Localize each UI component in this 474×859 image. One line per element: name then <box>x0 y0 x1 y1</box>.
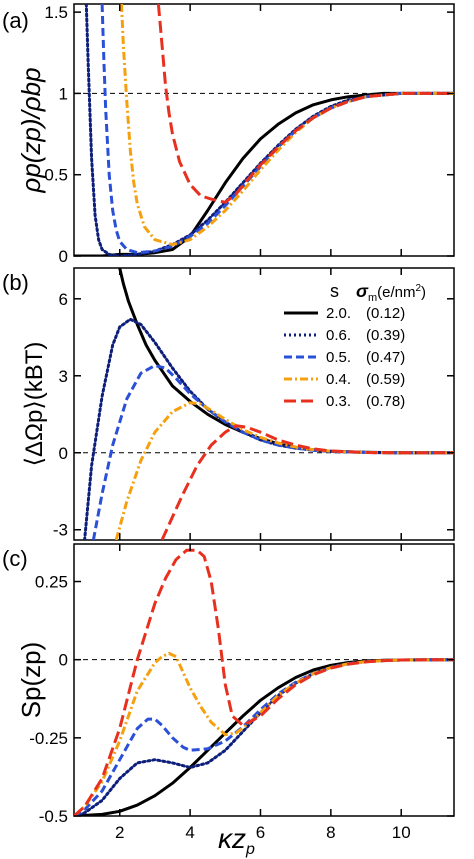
legend-s-1: 0.6. <box>326 327 351 344</box>
series-line-a-4 <box>156 4 454 204</box>
series-group-a <box>74 4 454 256</box>
legend-s-2: 0.5. <box>326 349 351 366</box>
legend-header-sigma: σm(e/nm2) <box>356 281 426 304</box>
ytick-label-b-1: 0 <box>59 444 68 463</box>
series-group-b <box>83 268 454 540</box>
xtick-label-4: 10 <box>392 823 411 842</box>
panel-b: -3 0 3 6 (b) ⟨ΔΩp⟩(kBT) <box>2 267 455 541</box>
legend-sigma-3: (0.59) <box>366 371 405 388</box>
xtick-label-0: 2 <box>115 823 124 842</box>
legend-header-s: s <box>330 281 339 301</box>
panel-label-c: (c) <box>2 546 28 571</box>
ylabel-a: ρp(zp)/ρbp <box>16 67 46 193</box>
xticks-c: 2 4 6 8 10 <box>115 544 411 842</box>
legend-sigma-close: ) <box>421 284 426 301</box>
ytick-label-a-1: 0.5 <box>44 166 68 185</box>
xticks-b <box>118 268 402 540</box>
legend-s-0: 2.0. <box>326 305 351 322</box>
ytick-label-c-0: -0.5 <box>39 807 68 826</box>
series-line-a-0 <box>74 91 454 256</box>
ytick-label-c-2: 0 <box>59 651 68 670</box>
series-line-c-2 <box>74 658 454 816</box>
ytick-label-a-2: 1 <box>59 84 68 103</box>
legend-sigma-0: (0.12) <box>366 305 405 322</box>
series-line-c-4 <box>74 548 454 816</box>
ytick-label-c-3: 0.25 <box>35 573 68 592</box>
panel-c: -0.5 -0.25 0 0.25 2 4 6 8 10 (c) Sp(zp) <box>2 543 455 842</box>
ytick-label-a-3: 1.5 <box>44 3 68 22</box>
x-axis-label-main: κz <box>218 823 246 854</box>
legend-sigma-sub: m <box>368 292 377 304</box>
legend-sigma-sup: 2 <box>415 283 421 294</box>
series-line-a-2 <box>100 4 454 255</box>
yticks-c: -0.5 -0.25 0 0.25 <box>29 573 454 826</box>
yticks-b: -3 0 3 6 <box>53 290 454 540</box>
panel-a: 0 0.5 1 1.5 (a) ρp(zp)/ρbp <box>2 3 455 266</box>
legend-sigma-4: (0.78) <box>366 393 405 410</box>
xticks-a <box>118 4 402 256</box>
ytick-label-b-0: -3 <box>53 521 68 540</box>
series-line-b-3 <box>114 401 454 540</box>
legend-sigma-2: (0.47) <box>366 349 405 366</box>
legend-s-3: 0.4. <box>326 371 351 388</box>
series-line-b-4 <box>160 424 454 540</box>
panel-label-b: (b) <box>2 270 29 295</box>
ytick-label-b-3: 6 <box>59 290 68 309</box>
legend-s-4: 0.3. <box>326 393 351 410</box>
series-line-c-3 <box>74 651 454 816</box>
series-group-c <box>74 548 454 816</box>
plot-frame-a <box>73 3 455 257</box>
legend: s σm(e/nm2) 2.0. (0.12) 0.6. (0.39) 0.5. (0.4… <box>284 281 426 410</box>
xtick-label-1: 4 <box>185 823 194 842</box>
panel-label-a: (a) <box>2 8 29 33</box>
xtick-label-2: 6 <box>256 823 265 842</box>
legend-sigma-unit: (e/nm <box>377 284 415 301</box>
yticks-a: 0 0.5 1 1.5 <box>44 3 454 266</box>
legend-entries: 2.0. (0.12) 0.6. (0.39) 0.5. (0.47) 0.4. (0.59)… <box>284 305 405 410</box>
ytick-label-b-2: 3 <box>59 367 68 386</box>
x-axis-label-sub: p <box>245 841 255 858</box>
plot-frame-c <box>73 543 455 817</box>
plot-frame-b <box>73 267 455 541</box>
x-axis-label: κzp <box>218 823 255 858</box>
xtick-label-3: 8 <box>326 823 335 842</box>
series-line-b-2 <box>91 364 454 540</box>
ylabel-c: Sp(zp) <box>16 642 46 719</box>
ytick-label-c-1: -0.25 <box>29 729 68 748</box>
ylabel-b: ⟨ΔΩp⟩(kBT) <box>21 342 48 467</box>
series-line-a-3 <box>120 4 454 247</box>
ytick-label-a-0: 0 <box>59 247 68 266</box>
legend-sigma-1: (0.39) <box>366 327 405 344</box>
legend-sigma-symbol: σ <box>356 281 369 301</box>
